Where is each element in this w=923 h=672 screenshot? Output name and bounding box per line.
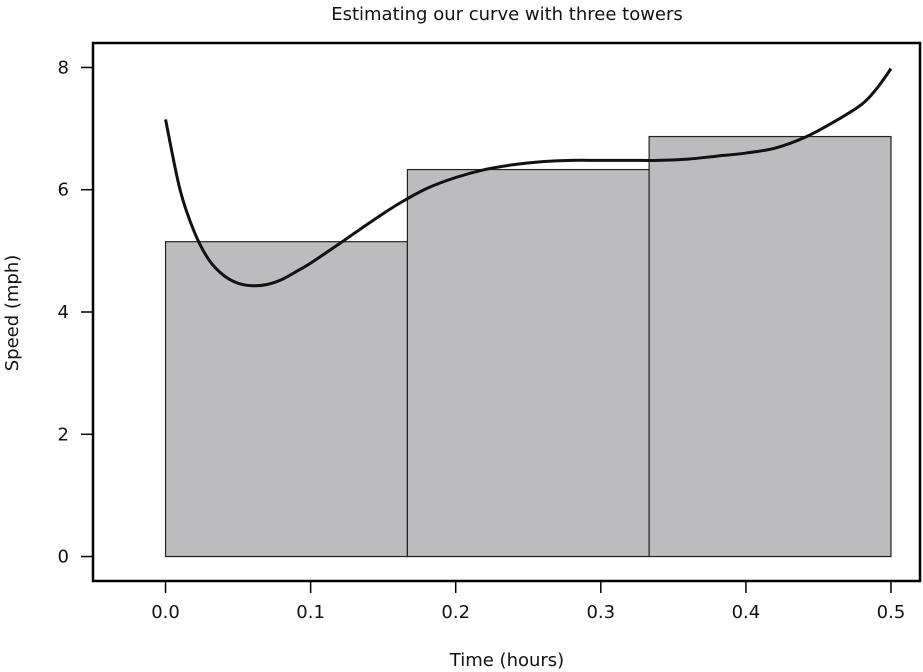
x-tick-label: 0.1 bbox=[296, 602, 325, 623]
bar-3 bbox=[648, 135, 892, 558]
x-axis: 0.0 0.1 0.2 0.3 0.4 0.5 bbox=[151, 581, 905, 623]
y-tick-label: 8 bbox=[58, 57, 69, 78]
x-tick-label: 0.4 bbox=[732, 602, 761, 623]
bars-layer bbox=[164, 135, 892, 558]
y-axis: 0 2 4 6 8 bbox=[58, 57, 93, 568]
y-axis-label: Speed (mph) bbox=[2, 255, 23, 372]
x-tick-label: 0.2 bbox=[441, 602, 470, 623]
x-tick-label: 0.0 bbox=[151, 602, 180, 623]
y-tick-label: 4 bbox=[58, 302, 69, 323]
y-tick-label: 0 bbox=[58, 547, 69, 568]
x-tick-label: 0.3 bbox=[586, 602, 615, 623]
x-axis-label: Time (hours) bbox=[449, 650, 564, 671]
bar-2 bbox=[406, 168, 650, 558]
speed-curve bbox=[164, 67, 893, 288]
bar-1 bbox=[164, 241, 409, 558]
y-tick-label: 2 bbox=[58, 424, 69, 445]
x-tick-label: 0.5 bbox=[877, 602, 906, 623]
chart-title: Estimating our curve with three towers bbox=[331, 4, 683, 25]
y-tick-label: 6 bbox=[58, 180, 69, 201]
